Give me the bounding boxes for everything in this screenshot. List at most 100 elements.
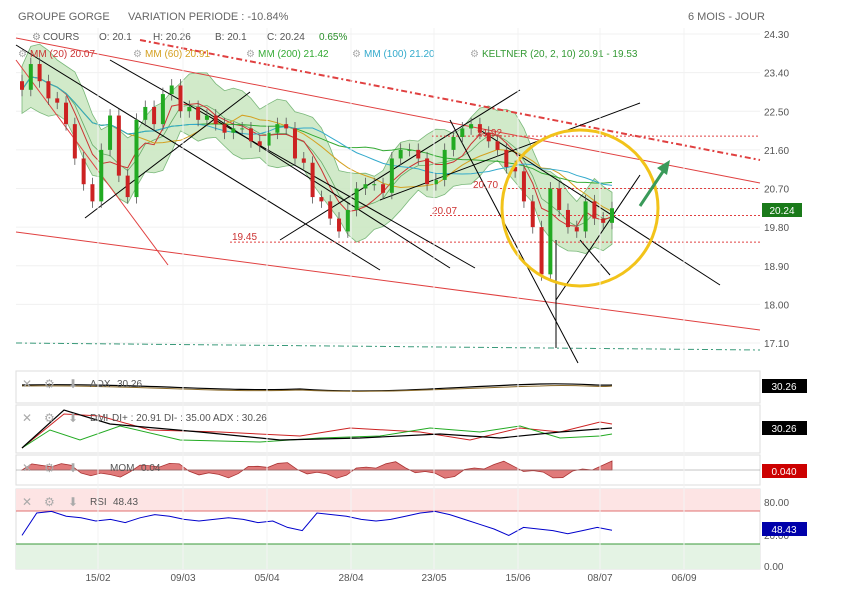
candle-body	[354, 188, 359, 210]
candle-body	[152, 106, 157, 125]
legend-label: MM (100) 21.20	[364, 49, 435, 60]
indicator-legend: ⚙ MM (20) 20.07 ⚙ MM (60) 20.91 ⚙ MM (200) 21…	[18, 49, 638, 60]
trendline-15	[579, 239, 611, 276]
price-tick: 19.80	[764, 223, 789, 234]
trendlines	[15, 37, 761, 364]
candle-body	[125, 175, 130, 198]
candle-body	[548, 188, 553, 275]
arrow-down-icon[interactable]: ⬇	[68, 461, 78, 475]
rsi-oversold-zone	[16, 544, 760, 569]
candle-body	[486, 132, 491, 142]
trendline-5	[15, 44, 381, 271]
candle-body	[372, 184, 377, 186]
level-label-21-92: 21.92	[477, 128, 502, 139]
candle-body	[319, 197, 324, 202]
gear-icon[interactable]: ⚙	[44, 411, 55, 425]
candle-body	[451, 137, 456, 150]
gear-icon: ⚙	[352, 49, 361, 60]
adx-legend: ✕ ⚙ ⬇ ADX 30.26	[22, 377, 142, 391]
adx-signal-line	[21, 384, 613, 392]
candle-body	[222, 124, 227, 133]
trendline-1	[15, 37, 761, 184]
rsi-value: 48.43	[113, 497, 138, 508]
gear-icon[interactable]: ⚙	[44, 461, 55, 475]
price-tick: 17.10	[764, 339, 789, 350]
rsi-line	[21, 510, 613, 536]
highlight-circle	[500, 128, 660, 288]
gear-icon[interactable]: ⚙	[32, 32, 41, 43]
candle-body	[425, 158, 430, 185]
gear-icon[interactable]: ⚙	[44, 377, 55, 391]
dmi-panel	[15, 404, 761, 454]
legend-item-3: ⚙ MM (100) 21.20	[352, 49, 435, 60]
mom-badge	[762, 464, 807, 478]
candle-body	[442, 149, 447, 180]
candle-body	[64, 102, 69, 125]
close-icon[interactable]: ✕	[22, 461, 32, 475]
candle-body	[407, 149, 412, 151]
adx-lines	[21, 383, 613, 392]
candle-body	[592, 201, 597, 219]
trendline-9	[199, 107, 451, 269]
ohlc-low: B: 20.1	[215, 32, 247, 43]
candle-body	[301, 158, 306, 163]
arrow-down-icon[interactable]: ⬇	[68, 495, 78, 509]
dmi-label: DMI	[90, 413, 108, 424]
gear-icon[interactable]: ⚙	[44, 495, 55, 509]
dmi-adx-line	[21, 409, 613, 449]
dmi-badge	[762, 421, 807, 435]
trendline-11	[449, 119, 579, 364]
price-tick: 23.40	[764, 69, 789, 80]
candle-body	[90, 184, 95, 202]
up-arrow-icon	[638, 160, 670, 207]
momentum-fill	[20, 460, 613, 479]
trendline-8	[279, 89, 521, 241]
candle-body	[20, 81, 24, 90]
price-tick: 18.00	[764, 300, 789, 311]
arrow-down-icon[interactable]: ⬇	[68, 377, 78, 391]
legend-item-2: ⚙ MM (200) 21.42	[246, 49, 329, 60]
candle-body	[477, 124, 482, 133]
candle-body	[574, 227, 579, 232]
close-icon[interactable]: ✕	[22, 495, 32, 509]
dmi-detail: DI+ : 20.91 DI- : 35.00 ADX : 30.26	[112, 413, 267, 424]
trendline-0	[15, 231, 761, 331]
date-axis: 15/02 09/03 05/04 28/04 23/05 15/06 08/07 06/09	[85, 28, 697, 584]
candle-body	[583, 201, 588, 232]
adx-badge-value: 30.26	[771, 382, 796, 393]
dmi-plus-line	[21, 425, 613, 449]
candle-body	[284, 124, 289, 129]
mom-badge-value: 0.040	[771, 467, 796, 478]
level-label-20-70: 20.70	[473, 180, 498, 191]
candle-body	[37, 64, 42, 82]
candle-body	[328, 201, 333, 219]
candle-body	[389, 158, 394, 193]
close-icon[interactable]: ✕	[22, 411, 32, 425]
gear-icon: ⚙	[246, 49, 255, 60]
trendline-3	[15, 342, 761, 351]
legend-label: KELTNER (20, 2, 10) 20.91 - 19.53	[482, 49, 638, 60]
price-tick: 22.50	[764, 107, 789, 118]
dmi-badge-value: 30.26	[771, 424, 796, 435]
candle-body	[204, 115, 209, 120]
candle-body	[530, 201, 535, 228]
price-tick: 21.60	[764, 146, 789, 157]
date-tick: 15/02	[85, 573, 110, 584]
legend-label: MM (200) 21.42	[258, 49, 329, 60]
candle-body	[178, 85, 183, 112]
rsi-badge-value: 48.43	[771, 525, 796, 536]
candle-body	[169, 85, 174, 95]
dmi-lines	[21, 409, 613, 449]
gear-icon: ⚙	[133, 49, 142, 60]
candle-body	[345, 209, 350, 232]
date-tick: 23/05	[421, 573, 446, 584]
candle-body	[337, 218, 342, 232]
close-icon[interactable]: ✕	[22, 377, 32, 391]
candle-body	[257, 141, 262, 146]
rsi-badge	[762, 522, 807, 536]
arrow-down-icon[interactable]: ⬇	[68, 411, 78, 425]
mom-legend: ✕ ⚙ ⬇ MOM 0.04	[22, 461, 161, 475]
date-tick: 28/04	[338, 573, 363, 584]
adx-label: ADX	[90, 379, 111, 390]
candle-body	[495, 141, 500, 150]
